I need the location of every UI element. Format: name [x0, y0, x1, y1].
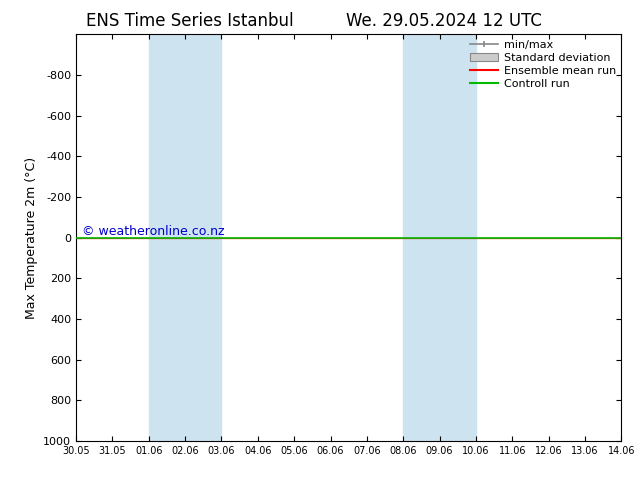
Text: ENS Time Series Istanbul: ENS Time Series Istanbul	[86, 12, 294, 30]
Y-axis label: Max Temperature 2m (°C): Max Temperature 2m (°C)	[25, 157, 37, 318]
Bar	[149, 34, 221, 441]
Bar	[403, 34, 476, 441]
Text: © weatheronline.co.nz: © weatheronline.co.nz	[82, 224, 224, 238]
Text: We. 29.05.2024 12 UTC: We. 29.05.2024 12 UTC	[346, 12, 541, 30]
Legend: min/max, Standard deviation, Ensemble mean run, Controll run: min/max, Standard deviation, Ensemble me…	[468, 38, 618, 91]
